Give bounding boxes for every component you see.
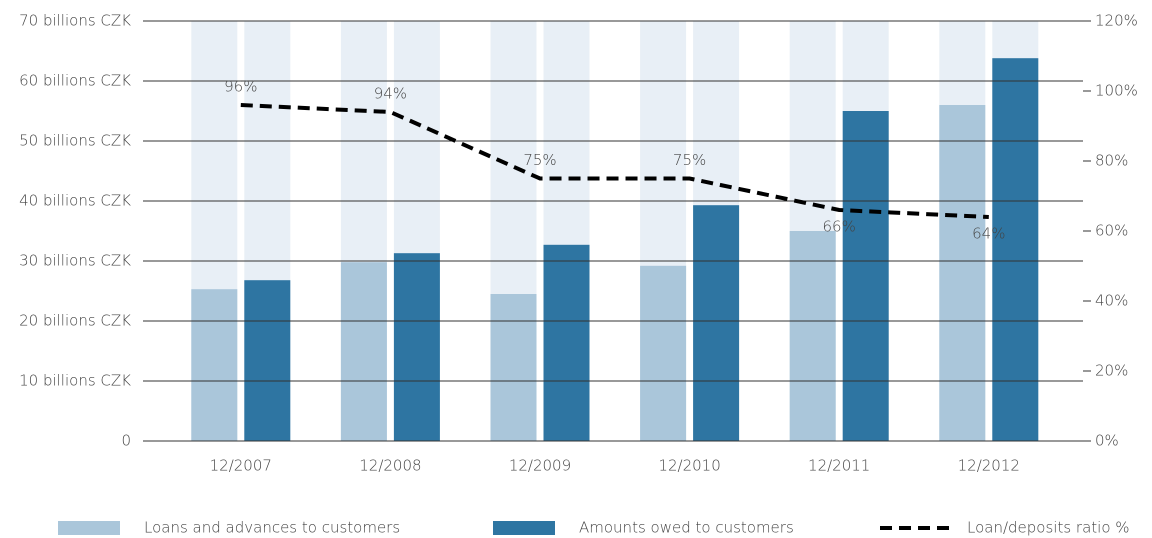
bar (992, 58, 1039, 441)
legend-swatch (493, 521, 555, 535)
bar (244, 280, 291, 441)
y2-tick-label: 40% (1095, 292, 1128, 310)
data-label: 75% (523, 151, 556, 169)
y-tick-label: 40 billions CZK (19, 192, 131, 210)
y-tick-label: 20 billions CZK (19, 312, 131, 330)
bars (191, 58, 1039, 441)
x-tick-label: 12/2012 (958, 457, 1020, 475)
legend-label: Loan/deposits ratio % (967, 519, 1130, 537)
legend-label: Loans and advances to customers (144, 519, 400, 537)
ratio-line (240, 103, 989, 219)
bar (693, 205, 740, 441)
y-tick-label: 70 billions CZK (19, 12, 131, 30)
legend-label: Amounts owed to customers (579, 519, 794, 537)
y2-tick-label: 120% (1095, 12, 1138, 30)
data-label: 75% (673, 151, 706, 169)
y2-tick-label: 20% (1095, 362, 1128, 380)
y-tick-label: 60 billions CZK (19, 72, 131, 90)
x-tick-label: 12/2008 (359, 457, 421, 475)
background-columns (191, 21, 1039, 441)
bar (191, 289, 238, 441)
y2-tick-label: 100% (1095, 82, 1138, 100)
y-tick-label: 50 billions CZK (19, 132, 131, 150)
x-tick-label: 12/2007 (210, 457, 272, 475)
y-tick-label: 30 billions CZK (19, 252, 131, 270)
data-label: 66% (823, 218, 856, 236)
bar (340, 262, 387, 441)
legend-swatch (58, 521, 120, 535)
y2-tick-label: 80% (1095, 152, 1128, 170)
y2-tick-label: 0% (1095, 432, 1119, 450)
bar (842, 111, 889, 441)
x-tick-label: 12/2010 (658, 457, 720, 475)
y2-tick-label: 60% (1095, 222, 1128, 240)
bar (490, 294, 537, 441)
bar (939, 105, 986, 441)
y-tick-label: 0 (121, 432, 131, 450)
bar (640, 265, 687, 441)
bar (543, 244, 590, 441)
x-tick-label: 12/2011 (808, 457, 870, 475)
grid (143, 20, 1083, 442)
x-tick-label: 12/2009 (509, 457, 571, 475)
data-label: 96% (224, 78, 257, 96)
data-label: 64% (972, 225, 1005, 243)
data-label: 94% (374, 85, 407, 103)
bar (789, 231, 836, 441)
y-tick-label: 10 billions CZK (19, 372, 131, 390)
bar (393, 253, 440, 441)
